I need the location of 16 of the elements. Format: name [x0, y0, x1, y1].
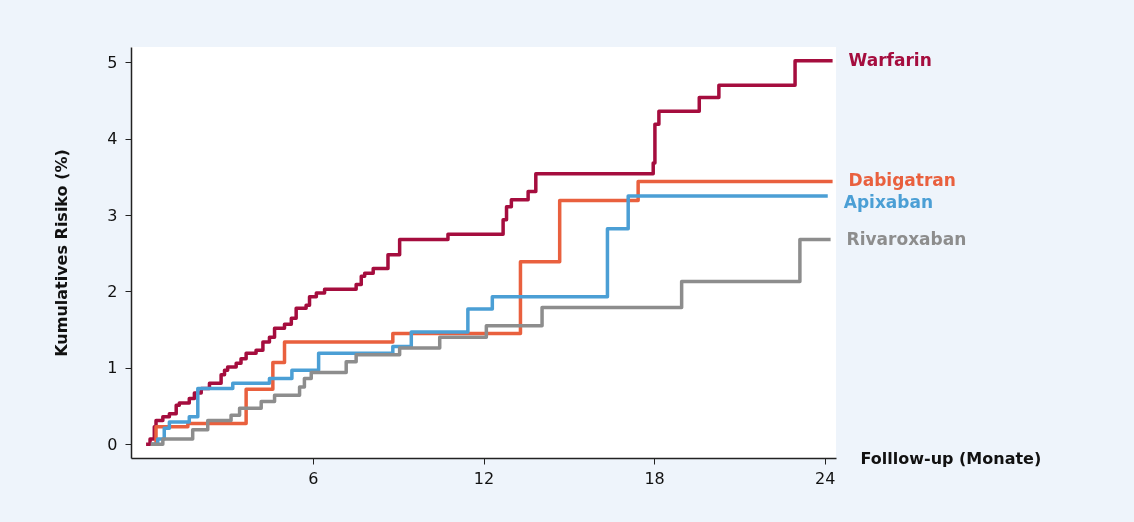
- series-label: Apixaban: [843, 192, 934, 213]
- y-tick-label: 5: [107, 52, 118, 72]
- x-tick-label: 12: [473, 468, 495, 488]
- y-axis-title: Kumulatives Risiko (%): [51, 149, 71, 357]
- y-tick-label: 0: [107, 434, 118, 454]
- y-tick-label: 3: [107, 205, 118, 225]
- x-axis-title: Folllow-up (Monate): [860, 448, 1042, 468]
- series-label: Warfarin: [848, 49, 932, 70]
- series-label: Rivaroxaban: [846, 228, 967, 249]
- series-label: Dabigatran: [848, 170, 956, 191]
- y-tick-label: 1: [107, 358, 118, 378]
- y-tick-label: 2: [107, 281, 118, 301]
- x-tick-label: 18: [644, 468, 665, 488]
- y-tick-label: 4: [107, 129, 118, 149]
- x-tick-label: 24: [814, 468, 836, 488]
- x-tick-label: 6: [308, 468, 319, 488]
